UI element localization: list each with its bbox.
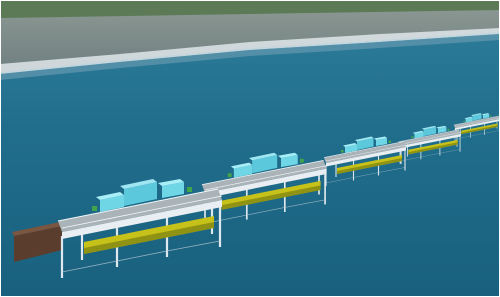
- page: Wave energy platforms {} html, body { ma…: [0, 0, 500, 297]
- page-body: [0, 0, 500, 297]
- scene: [0, 0, 500, 297]
